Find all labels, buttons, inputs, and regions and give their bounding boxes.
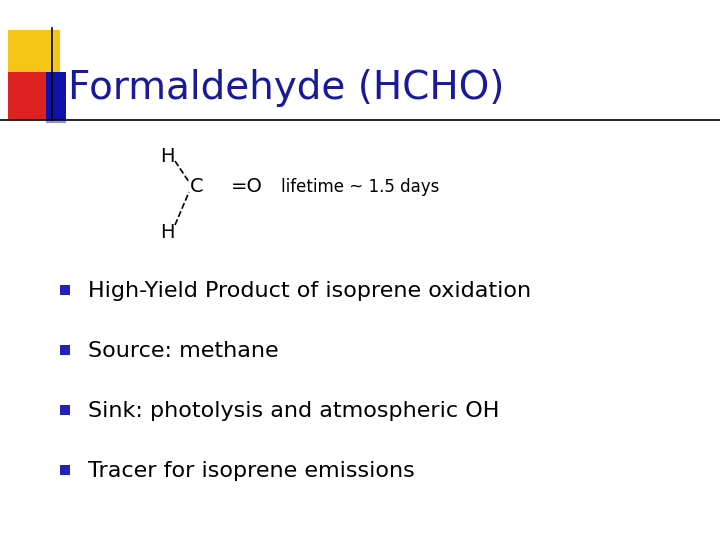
Bar [8, 30, 60, 100]
Bar [46, 95, 66, 123]
Text: Sink: photolysis and atmospheric OH: Sink: photolysis and atmospheric OH [88, 401, 500, 421]
Bar [60, 465, 70, 475]
Bar [60, 285, 70, 295]
Bar [60, 405, 70, 415]
Bar [60, 345, 70, 355]
Text: H: H [160, 224, 174, 242]
Text: lifetime ~ 1.5 days: lifetime ~ 1.5 days [281, 178, 439, 196]
Text: High-Yield Product of isoprene oxidation: High-Yield Product of isoprene oxidation [88, 281, 531, 301]
Text: Source: methane: Source: methane [88, 341, 279, 361]
Bar [8, 72, 46, 120]
Text: =O: =O [231, 178, 263, 197]
Text: Tracer for isoprene emissions: Tracer for isoprene emissions [88, 461, 415, 481]
Bar [46, 72, 66, 120]
Text: C: C [190, 178, 204, 197]
Text: Formaldehyde (HCHO): Formaldehyde (HCHO) [68, 69, 505, 107]
Text: H: H [160, 147, 174, 166]
